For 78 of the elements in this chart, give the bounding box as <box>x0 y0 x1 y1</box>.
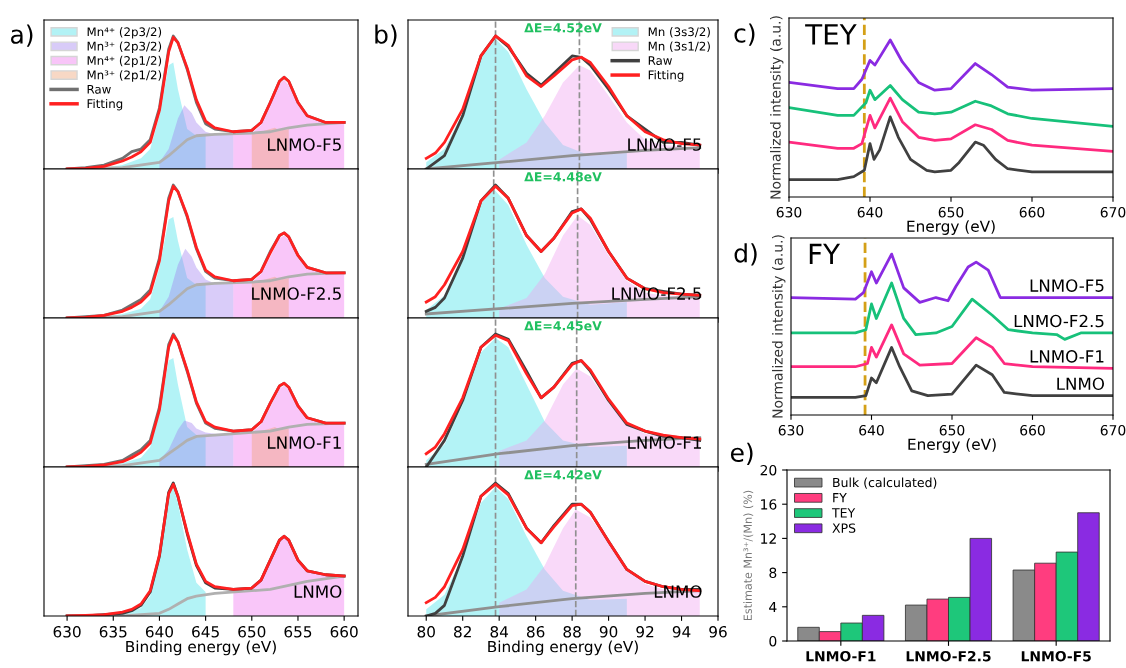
series-label: LNMO-F2.5 <box>1014 314 1104 328</box>
x-axis-title: Binding energy (eV) <box>488 640 638 656</box>
y-tick-label: 16 <box>761 499 777 510</box>
x-tick-label: 630 <box>778 424 804 436</box>
y-tick-label: 20 <box>760 464 777 476</box>
text: ΔE=4.52eV <box>524 23 602 33</box>
legend-label: Mn³⁺ (2p1/2) <box>87 70 162 82</box>
y-axis-title: Normalized intensity (a.u.) <box>770 16 784 199</box>
x-tick-label: 650 <box>938 206 964 218</box>
legend-label: Mn⁴⁺ (2p3/2) <box>87 27 162 39</box>
legend-label: Fitting <box>648 70 684 82</box>
legend-label: Mn (3s1/2) <box>648 41 710 52</box>
legend-label: Raw <box>648 56 672 65</box>
x-tick-label: 640 <box>145 625 174 638</box>
chart-title: a) <box>11 24 33 47</box>
x-tick-label: 640 <box>859 424 884 436</box>
y-axis-title: Normalized intensity (a.u.) <box>772 235 786 418</box>
x-tick-label: 90 <box>599 625 618 638</box>
x-axis-title: Binding energy (eV) <box>126 640 276 656</box>
x-tick-label: 96 <box>709 625 727 638</box>
series-label: LNMO <box>1057 377 1105 391</box>
chart-title: b) <box>375 24 397 47</box>
x-axis-title: Energy (eV) <box>907 220 995 235</box>
series-label: LNMO-F1 <box>1030 350 1104 363</box>
legend-label: TEY <box>831 508 856 518</box>
legend-label: Bulk (calculated) <box>833 477 937 489</box>
chart-title: d) <box>734 243 757 266</box>
x-tick-label: 88 <box>563 625 581 638</box>
legend-label: Mn³⁺ (2p3/2) <box>87 41 162 53</box>
x-tick-label: 635 <box>99 625 127 638</box>
x-tick-label: 655 <box>284 625 312 638</box>
y-tick-label: 12 <box>761 533 776 544</box>
x-tick-label: LNMO-F1 <box>806 650 876 662</box>
x-tick-label: 650 <box>939 424 965 436</box>
annotation: LNMO-F2.5 <box>252 287 341 300</box>
annotation: LNMO-F5 <box>628 138 702 151</box>
x-tick-label: 660 <box>1020 424 1045 436</box>
x-tick-label: 80 <box>417 625 435 638</box>
x-tick-label: 670 <box>1100 424 1126 436</box>
x-tick-label: 84 <box>490 625 509 638</box>
text: ΔE=4.45eV <box>524 321 602 331</box>
annotation: TEY <box>805 24 857 45</box>
series-label: LNMO-F5 <box>1030 279 1104 292</box>
annotation: LNMO <box>654 585 702 598</box>
legend-label: Fitting <box>87 98 123 111</box>
chart-title: c) <box>734 23 755 46</box>
legend-label: Mn⁴⁺ (2p1/2) <box>87 55 162 68</box>
annotation: LNMO <box>294 585 342 598</box>
y-axis-title: Estimate Mn³⁺/(Mn) (%) <box>743 490 754 621</box>
legend-label: FY <box>833 493 847 503</box>
chart-title: e) <box>730 442 753 465</box>
x-tick-label: 670 <box>1100 206 1126 218</box>
text: ΔE=4.42eV <box>524 470 602 480</box>
x-tick-label: 645 <box>192 625 219 638</box>
y-tick-label: 0 <box>769 635 777 647</box>
text: ΔE=4.48eV <box>524 172 602 182</box>
annotation: LNMO-F1 <box>628 436 701 449</box>
x-tick-label: 650 <box>238 625 266 638</box>
x-tick-label: 630 <box>53 625 81 638</box>
legend-label: XPS <box>832 523 856 533</box>
x-tick-label: 640 <box>857 206 883 218</box>
x-tick-label: 660 <box>1019 206 1045 218</box>
y-tick-label: 4 <box>769 601 777 613</box>
x-axis-title: Energy (eV) <box>908 438 996 453</box>
y-tick-label: 8 <box>769 567 777 579</box>
x-tick-label: 86 <box>526 625 545 638</box>
x-tick-label: 94 <box>672 625 691 638</box>
legend-label: Mn (3s3/2) <box>648 27 710 38</box>
x-tick-label: 630 <box>776 206 802 218</box>
annotation: FY <box>809 243 841 265</box>
x-tick-label: LNMO-F2.5 <box>906 650 991 662</box>
legend-label: Raw <box>87 84 111 94</box>
x-tick-label: LNMO-F5 <box>1021 650 1091 662</box>
annotation: LNMO-F5 <box>268 138 341 151</box>
x-tick-label: 82 <box>454 625 471 638</box>
x-tick-label: 660 <box>330 625 358 638</box>
annotation: LNMO-F1 <box>268 436 341 449</box>
x-tick-label: 92 <box>636 625 654 638</box>
